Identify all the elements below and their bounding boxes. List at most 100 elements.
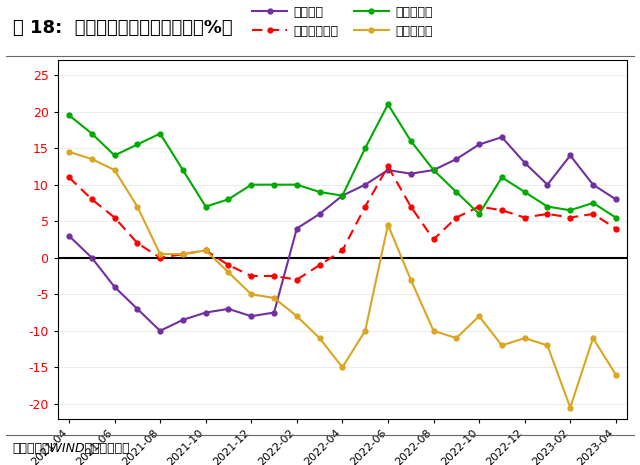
基建投资 [65, 233, 73, 239]
房地产投资 [202, 248, 209, 253]
固定资产投资 [429, 237, 437, 242]
固定资产投资 [65, 174, 73, 180]
房地产投资 [134, 204, 141, 209]
固定资产投资 [156, 255, 164, 260]
制造业投资 [316, 189, 323, 195]
制造业投资 [179, 167, 187, 173]
基建投资 [543, 182, 551, 187]
制造业投资 [65, 113, 73, 118]
基建投资 [293, 226, 301, 231]
房地产投资 [612, 372, 620, 378]
基建投资 [339, 193, 346, 199]
制造业投资 [248, 182, 255, 187]
固定资产投资 [88, 197, 95, 202]
Text: 资料来源：WIND，财信研究院: 资料来源：WIND，财信研究院 [13, 442, 131, 455]
基建投资 [476, 142, 483, 147]
固定资产投资 [452, 215, 460, 220]
Line: 制造业投资: 制造业投资 [67, 102, 618, 220]
固定资产投资 [270, 273, 278, 279]
房地产投资 [225, 270, 232, 275]
基建投资 [452, 156, 460, 162]
房地产投资 [543, 343, 551, 348]
制造业投资 [156, 131, 164, 136]
Text: 图 18:  三大类投资当月增速变化（%）: 图 18: 三大类投资当月增速变化（%） [13, 19, 232, 37]
基建投资 [179, 317, 187, 323]
固定资产投资 [111, 215, 118, 220]
制造业投资 [111, 153, 118, 158]
基建投资 [156, 328, 164, 333]
基建投资 [362, 182, 369, 187]
基建投资 [589, 182, 597, 187]
基建投资 [384, 167, 392, 173]
Legend: 基建投资, 固定资产投资, 制造业投资, 房地产投资: 基建投资, 固定资产投资, 制造业投资, 房地产投资 [249, 2, 436, 42]
制造业投资 [429, 167, 437, 173]
房地产投资 [407, 277, 415, 282]
房地产投资 [566, 405, 574, 410]
房地产投资 [362, 328, 369, 333]
房地产投资 [65, 149, 73, 154]
基建投资 [202, 310, 209, 315]
房地产投资 [293, 313, 301, 319]
制造业投资 [362, 146, 369, 151]
固定资产投资 [384, 164, 392, 169]
房地产投资 [111, 167, 118, 173]
房地产投资 [339, 365, 346, 370]
Line: 基建投资: 基建投资 [67, 135, 618, 333]
基建投资 [612, 197, 620, 202]
房地产投资 [248, 292, 255, 297]
制造业投资 [521, 189, 529, 195]
制造业投资 [407, 138, 415, 144]
制造业投资 [134, 142, 141, 147]
房地产投资 [384, 222, 392, 228]
固定资产投资 [179, 251, 187, 257]
制造业投资 [589, 200, 597, 206]
Line: 固定资产投资: 固定资产投资 [67, 164, 618, 282]
基建投资 [407, 171, 415, 177]
固定资产投资 [543, 211, 551, 217]
基建投资 [225, 306, 232, 312]
固定资产投资 [339, 248, 346, 253]
制造业投资 [566, 207, 574, 213]
基建投资 [88, 255, 95, 260]
基建投资 [316, 211, 323, 217]
制造业投资 [88, 131, 95, 136]
制造业投资 [612, 215, 620, 220]
基建投资 [521, 160, 529, 166]
制造业投资 [543, 204, 551, 209]
固定资产投资 [589, 211, 597, 217]
基建投资 [498, 134, 506, 140]
房地产投资 [156, 251, 164, 257]
固定资产投资 [498, 207, 506, 213]
固定资产投资 [521, 215, 529, 220]
Line: 房地产投资: 房地产投资 [67, 149, 618, 410]
固定资产投资 [293, 277, 301, 282]
固定资产投资 [202, 248, 209, 253]
房地产投资 [521, 335, 529, 341]
固定资产投资 [134, 240, 141, 246]
固定资产投资 [362, 204, 369, 209]
基建投资 [566, 153, 574, 158]
房地产投资 [476, 313, 483, 319]
基建投资 [248, 313, 255, 319]
固定资产投资 [407, 204, 415, 209]
房地产投资 [88, 156, 95, 162]
固定资产投资 [316, 262, 323, 268]
制造业投资 [498, 174, 506, 180]
房地产投资 [429, 328, 437, 333]
制造业投资 [452, 189, 460, 195]
制造业投资 [270, 182, 278, 187]
固定资产投资 [476, 204, 483, 209]
制造业投资 [202, 204, 209, 209]
制造业投资 [339, 193, 346, 199]
制造业投资 [225, 197, 232, 202]
房地产投资 [316, 335, 323, 341]
房地产投资 [270, 295, 278, 301]
房地产投资 [179, 251, 187, 257]
制造业投资 [293, 182, 301, 187]
基建投资 [270, 310, 278, 315]
制造业投资 [384, 101, 392, 107]
房地产投资 [452, 335, 460, 341]
基建投资 [111, 284, 118, 290]
房地产投资 [589, 335, 597, 341]
基建投资 [134, 306, 141, 312]
